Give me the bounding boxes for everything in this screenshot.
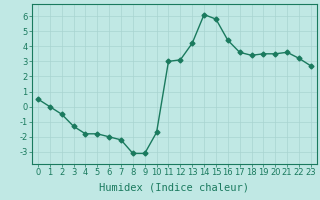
X-axis label: Humidex (Indice chaleur): Humidex (Indice chaleur) (100, 183, 249, 193)
